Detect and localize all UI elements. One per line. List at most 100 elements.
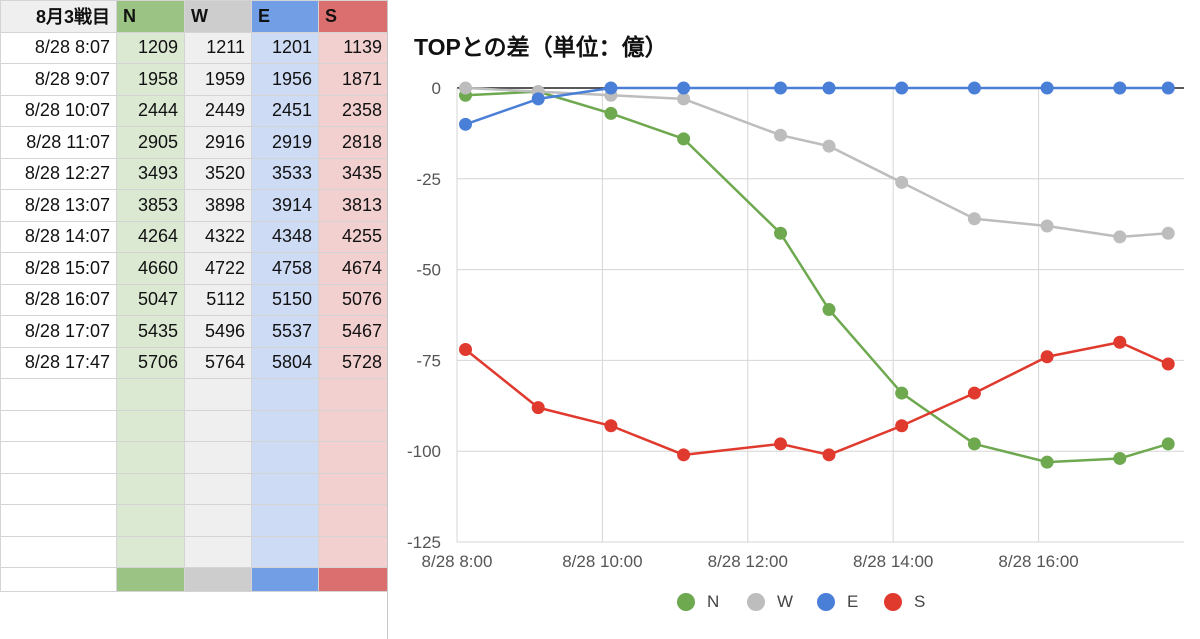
empty-cell[interactable]	[251, 409, 319, 442]
value-cell-E[interactable]: 3914	[251, 189, 319, 222]
empty-cell[interactable]	[318, 504, 387, 537]
value-cell-S[interactable]: 5728	[318, 346, 387, 379]
value-cell-E[interactable]: 1956	[251, 63, 319, 96]
value-cell-E[interactable]: 2451	[251, 94, 319, 127]
value-cell-S[interactable]: 4674	[318, 252, 387, 285]
value-cell-E[interactable]: 3533	[251, 157, 319, 190]
value-cell-S[interactable]: 2818	[318, 126, 387, 159]
empty-cell[interactable]	[318, 535, 387, 568]
empty-cell[interactable]	[0, 472, 117, 505]
time-cell[interactable]: 8/28 12:27	[0, 157, 117, 190]
legend-label: E	[847, 592, 859, 611]
empty-row	[0, 409, 387, 442]
value-cell-N[interactable]: 3853	[116, 189, 185, 222]
value-cell-S[interactable]: 2358	[318, 94, 387, 127]
time-cell[interactable]: 8/28 17:07	[0, 315, 117, 348]
empty-cell[interactable]	[116, 441, 185, 474]
empty-cell[interactable]	[184, 378, 252, 411]
value-cell-W[interactable]: 5112	[184, 283, 252, 316]
value-cell-N[interactable]: 5706	[116, 346, 185, 379]
legend-item-E[interactable]: E	[817, 592, 858, 612]
empty-cell[interactable]	[251, 504, 319, 537]
value-cell-N[interactable]: 2905	[116, 126, 185, 159]
empty-cell[interactable]	[0, 378, 117, 411]
value-cell-N[interactable]: 1958	[116, 63, 185, 96]
time-cell[interactable]: 8/28 13:07	[0, 189, 117, 222]
empty-cell[interactable]	[318, 441, 387, 474]
empty-cell[interactable]	[0, 409, 117, 442]
empty-cell[interactable]	[184, 504, 252, 537]
footer-cell	[116, 567, 185, 592]
value-cell-N[interactable]: 2444	[116, 94, 185, 127]
header-cell-E[interactable]: E	[251, 0, 319, 33]
empty-cell[interactable]	[184, 409, 252, 442]
value-cell-E[interactable]: 5537	[251, 315, 319, 348]
time-cell[interactable]: 8/28 15:07	[0, 252, 117, 285]
legend-item-S[interactable]: S	[884, 592, 925, 612]
empty-cell[interactable]	[116, 504, 185, 537]
empty-cell[interactable]	[318, 472, 387, 505]
header-cell-label[interactable]: 8月3戦目	[0, 0, 117, 33]
value-cell-W[interactable]: 4322	[184, 220, 252, 253]
time-cell[interactable]: 8/28 16:07	[0, 283, 117, 316]
data-point-S	[774, 437, 788, 451]
empty-cell[interactable]	[0, 504, 117, 537]
empty-cell[interactable]	[318, 378, 387, 411]
empty-cell[interactable]	[251, 441, 319, 474]
value-cell-W[interactable]: 4722	[184, 252, 252, 285]
value-cell-W[interactable]: 1211	[184, 31, 252, 64]
empty-cell[interactable]	[116, 409, 185, 442]
value-cell-S[interactable]: 3813	[318, 189, 387, 222]
data-point-E	[677, 81, 691, 95]
value-cell-S[interactable]: 1871	[318, 63, 387, 96]
empty-cell[interactable]	[184, 535, 252, 568]
value-cell-W[interactable]: 2449	[184, 94, 252, 127]
empty-cell[interactable]	[251, 472, 319, 505]
value-cell-W[interactable]: 5496	[184, 315, 252, 348]
header-cell-N[interactable]: N	[116, 0, 185, 33]
empty-cell[interactable]	[116, 535, 185, 568]
value-cell-N[interactable]: 1209	[116, 31, 185, 64]
value-cell-N[interactable]: 3493	[116, 157, 185, 190]
value-cell-S[interactable]: 5076	[318, 283, 387, 316]
value-cell-N[interactable]: 4264	[116, 220, 185, 253]
empty-cell[interactable]	[184, 472, 252, 505]
empty-cell[interactable]	[318, 409, 387, 442]
value-cell-N[interactable]: 4660	[116, 252, 185, 285]
empty-cell[interactable]	[116, 472, 185, 505]
value-cell-W[interactable]: 5764	[184, 346, 252, 379]
empty-cell[interactable]	[116, 378, 185, 411]
value-cell-S[interactable]: 5467	[318, 315, 387, 348]
value-cell-W[interactable]: 3898	[184, 189, 252, 222]
time-cell[interactable]: 8/28 10:07	[0, 94, 117, 127]
value-cell-W[interactable]: 2916	[184, 126, 252, 159]
empty-cell[interactable]	[0, 535, 117, 568]
header-cell-S[interactable]: S	[318, 0, 387, 33]
legend-item-N[interactable]: N	[677, 592, 719, 612]
value-cell-N[interactable]: 5047	[116, 283, 185, 316]
value-cell-E[interactable]: 5150	[251, 283, 319, 316]
header-cell-W[interactable]: W	[184, 0, 252, 33]
empty-cell[interactable]	[184, 441, 252, 474]
value-cell-N[interactable]: 5435	[116, 315, 185, 348]
value-cell-S[interactable]: 3435	[318, 157, 387, 190]
time-cell[interactable]: 8/28 8:07	[0, 31, 117, 64]
value-cell-E[interactable]: 4348	[251, 220, 319, 253]
empty-cell[interactable]	[251, 535, 319, 568]
value-cell-S[interactable]: 4255	[318, 220, 387, 253]
time-cell[interactable]: 8/28 17:47	[0, 346, 117, 379]
value-cell-W[interactable]: 3520	[184, 157, 252, 190]
time-cell[interactable]: 8/28 11:07	[0, 126, 117, 159]
empty-cell[interactable]	[0, 441, 117, 474]
value-cell-E[interactable]: 1201	[251, 31, 319, 64]
value-cell-E[interactable]: 4758	[251, 252, 319, 285]
time-cell[interactable]: 8/28 14:07	[0, 220, 117, 253]
data-point-W	[967, 212, 981, 226]
value-cell-E[interactable]: 5804	[251, 346, 319, 379]
value-cell-W[interactable]: 1959	[184, 63, 252, 96]
time-cell[interactable]: 8/28 9:07	[0, 63, 117, 96]
value-cell-E[interactable]: 2919	[251, 126, 319, 159]
empty-cell[interactable]	[251, 378, 319, 411]
value-cell-S[interactable]: 1139	[318, 31, 387, 64]
legend-item-W[interactable]: W	[747, 592, 793, 612]
